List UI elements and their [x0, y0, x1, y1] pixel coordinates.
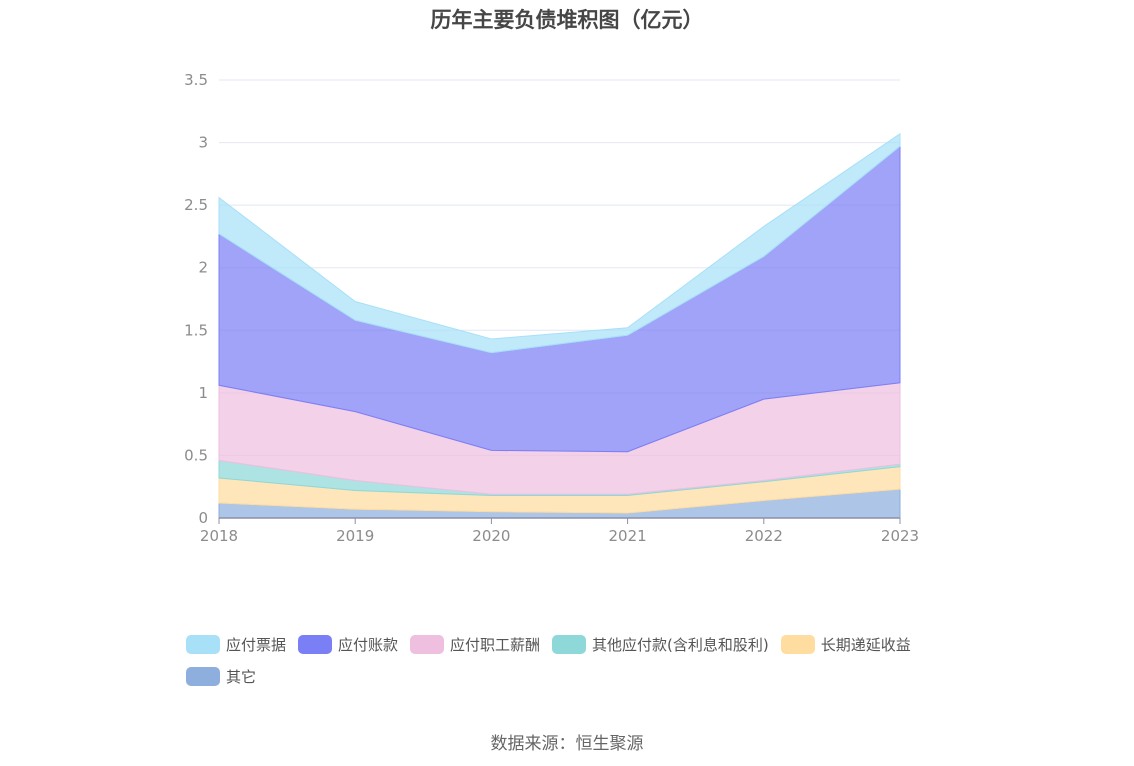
y-tick-label: 2 [198, 259, 208, 277]
source-note: 数据来源：恒生聚源 [490, 734, 644, 754]
legend-swatch [298, 634, 333, 654]
x-tick-label: 2019 [336, 527, 374, 545]
legend-swatch [186, 634, 220, 654]
y-tick-label: 1 [198, 384, 208, 402]
legend-label: 其他应付款(含利息和股利) [592, 635, 769, 654]
axes: 0 0.5 1 1.5 2 2.5 3 3.5 2018 2019 2020 2021 2022 2023 [184, 71, 919, 545]
y-tick-label: 1.5 [184, 321, 208, 339]
x-tick-label: 2022 [745, 527, 783, 545]
legend: 应付票据 应付账款 应付职工薪酬 其他应付款(含利息和股利) 长期递延收益其它 [186, 630, 986, 694]
x-tick-label: 2020 [472, 527, 510, 545]
legend-label: 应付职工薪酬 [450, 635, 541, 654]
y-tick-label: 3 [198, 134, 208, 152]
area-series-layer [218, 132, 901, 519]
legend-label: 应付账款 [338, 635, 399, 654]
legend-item[interactable]: 应付票据 [186, 630, 286, 658]
legend-item[interactable]: 其它 [186, 662, 256, 690]
legend-item[interactable]: 其他应付款(含利息和股利) [552, 630, 769, 658]
legend-item[interactable]: 应付职工薪酬 [410, 630, 540, 658]
chart-title: 历年主要负债堆积图（亿元） [430, 8, 704, 32]
legend-swatch [186, 666, 220, 686]
legend-item[interactable]: 长期递延收益 [780, 630, 911, 658]
legend-label: 其它 [226, 667, 257, 686]
y-tick-label: 0 [198, 509, 208, 527]
x-tick-label: 2023 [881, 527, 919, 545]
x-tick-label: 2018 [200, 527, 238, 545]
legend-label: 长期递延收益 [820, 635, 911, 654]
y-tick-label: 3.5 [184, 71, 208, 89]
chart-plot: 0 0.5 1 1.5 2 2.5 3 3.5 2018 2019 2020 2021 2022 2023 [184, 71, 919, 545]
y-tick-label: 2.5 [184, 196, 208, 214]
legend-swatch [410, 634, 445, 654]
legend-item[interactable]: 应付账款 [298, 630, 398, 658]
legend-swatch [780, 634, 815, 654]
x-tick-label: 2021 [609, 527, 647, 545]
legend-swatch [552, 634, 587, 654]
area-series [218, 132, 901, 354]
legend-label: 应付票据 [226, 635, 287, 654]
y-tick-label: 0.5 [184, 446, 208, 464]
